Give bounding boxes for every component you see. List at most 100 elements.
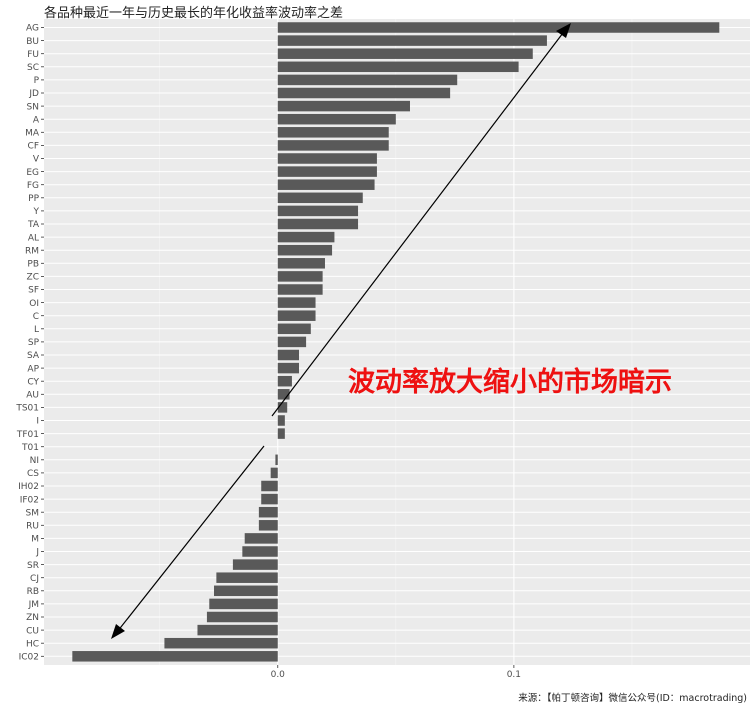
x-tick-label: 0.1 (507, 670, 521, 680)
y-tick-label-a: A (33, 115, 40, 125)
bar-zn (206, 611, 278, 623)
bar-jd (277, 87, 451, 99)
y-tick-label-m: M (31, 535, 39, 545)
bar-sr (232, 559, 278, 570)
annotation-text: 波动率放大缩小的市场暗示 (348, 367, 672, 398)
y-tick-label-zc: ZC (27, 273, 39, 283)
y-tick-label-p: P (34, 76, 40, 86)
y-tick-label-eg: EG (26, 168, 39, 178)
bar-c (277, 310, 316, 321)
y-tick-label-ic02: IC02 (19, 653, 39, 663)
y-tick-label-zn: ZN (26, 613, 39, 623)
bar-ag (277, 22, 720, 33)
bar-ic02 (72, 651, 278, 662)
bar-ap (277, 362, 300, 374)
bar-jm (209, 598, 278, 610)
bar-fu (277, 48, 533, 59)
bar-cf (277, 140, 389, 151)
y-tick-label-cf: CF (28, 142, 39, 152)
bar-sa (277, 349, 300, 361)
y-tick-label-ag: AG (26, 24, 39, 34)
bar-cy (277, 375, 292, 387)
arrow-down-head-icon (111, 624, 125, 639)
bar-cj (216, 572, 278, 583)
y-tick-label-al: AL (28, 233, 39, 243)
bar-hc (164, 637, 278, 649)
bar-ni (275, 454, 278, 466)
y-tick-label-sn: SN (27, 102, 39, 112)
y-tick-label-ta: TA (27, 220, 40, 230)
y-tick-label-ni: NI (30, 456, 39, 466)
bar-i (277, 415, 285, 426)
y-tick-label-c: C (33, 312, 39, 322)
bar-m (244, 533, 278, 544)
y-tick-label-tf01: TF01 (16, 430, 39, 440)
bar-tf01 (277, 428, 285, 439)
bar-pp (277, 192, 363, 204)
y-tick-label-t01: T01 (21, 443, 39, 453)
bar-ta (277, 218, 359, 230)
bars (72, 22, 720, 662)
bar-al (277, 231, 335, 243)
bar-j (242, 546, 278, 557)
bar-sm (258, 506, 278, 518)
y-tick-label-au: AU (26, 391, 39, 401)
bar-bu (277, 35, 547, 46)
bar-sc (277, 61, 519, 73)
y-tick-labels: AG BU FU SC P JD SN A MA CF V EG FG PP Y TA AL RM PB ZC SF OI… (15, 24, 44, 663)
bar-p (277, 74, 458, 86)
bar-v (277, 153, 377, 164)
y-tick-label-jm: JM (28, 600, 39, 610)
y-tick-label-fg: FG (27, 181, 39, 191)
y-tick-label-cy: CY (27, 377, 39, 387)
bar-oi (277, 297, 316, 308)
y-tick-label-v: V (33, 155, 40, 165)
bar-sf (277, 284, 323, 295)
y-tick-label-ap: AP (27, 364, 39, 374)
y-tick-label-pb: PB (27, 260, 39, 270)
arrow-up-head-icon (556, 23, 571, 38)
bar-l (277, 323, 311, 335)
bar-ru (258, 520, 278, 531)
bar-cu (197, 624, 278, 636)
y-tick-label-jd: JD (28, 89, 39, 99)
y-tick-label-ru: RU (26, 522, 39, 532)
y-tick-label-cj: CJ (30, 574, 39, 584)
bar-fg (277, 179, 375, 190)
x-tick-labels: 0.0 0.1 (271, 665, 521, 680)
y-tick-label-if02: IF02 (20, 495, 39, 505)
bar-ih02 (261, 480, 278, 492)
bar-ma (277, 127, 389, 138)
y-tick-label-sf: SF (28, 286, 39, 296)
y-tick-label-sp: SP (28, 338, 40, 348)
x-tick-label: 0.0 (271, 670, 286, 680)
y-tick-label-cs: CS (27, 469, 39, 479)
bar-eg (277, 166, 377, 177)
y-tick-label-ma: MA (25, 129, 40, 139)
arrow-down-line (116, 445, 265, 633)
y-tick-label-sm: SM (26, 508, 39, 518)
y-tick-label-pp: PP (28, 194, 39, 204)
y-tick-label-i: I (36, 417, 39, 427)
source-note: 来源：【帕丁顿咨询】微信公众号(ID：macrotrading) (518, 693, 747, 704)
arrow-up-right (271, 23, 571, 417)
y-tick-label-ts01: TS01 (15, 404, 39, 414)
bar-sp (277, 336, 307, 348)
y-tick-label-sc: SC (27, 63, 39, 73)
bar-pb (277, 258, 325, 269)
y-tick-label-rm: RM (25, 246, 39, 256)
y-tick-label-sa: SA (27, 351, 40, 361)
bar-zc (277, 271, 323, 282)
bar-rm (277, 244, 333, 256)
y-tick-label-bu: BU (26, 37, 39, 47)
bar-ts01 (277, 402, 288, 413)
bar-a (277, 113, 396, 125)
y-tick-label-y: Y (33, 207, 40, 217)
bar-rb (214, 585, 278, 597)
y-tick-label-l: L (34, 325, 39, 335)
y-tick-label-ih02: IH02 (18, 482, 39, 492)
chart-title: 各品种最近一年与历史最长的年化收益率波动率之差 (44, 6, 344, 21)
y-tick-label-fu: FU (27, 50, 39, 60)
bar-y (277, 205, 359, 217)
